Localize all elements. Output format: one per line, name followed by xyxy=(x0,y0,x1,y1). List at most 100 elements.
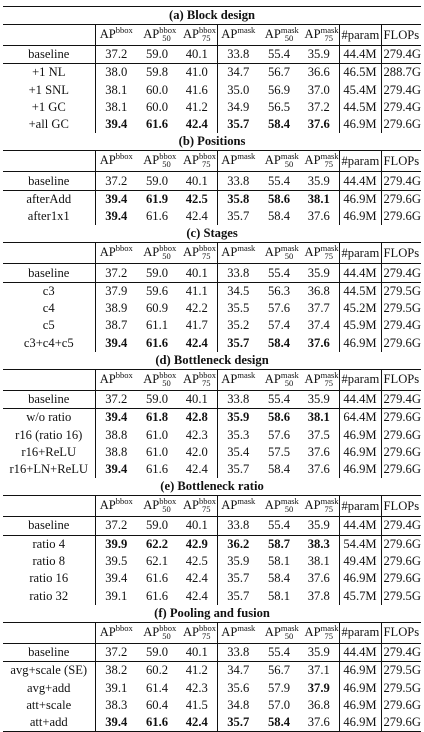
header-ap50-mask: APmask50 xyxy=(259,495,299,518)
table-cell: 36.8 xyxy=(299,696,340,715)
table-cell: 42.2 xyxy=(177,299,218,318)
ap-superscript: bbox xyxy=(159,151,177,162)
table-cell: 34.7 xyxy=(217,661,259,680)
table-cell: 37.5 xyxy=(299,426,340,444)
header-ap50-bbox: APbbox50 xyxy=(137,622,177,644)
table-cell: 49.4M xyxy=(339,552,382,571)
header-ap75-mask: APmask75 xyxy=(299,622,340,644)
table-cell: 56.7 xyxy=(259,63,299,82)
table-cell: 38.1 xyxy=(299,552,340,571)
table-cell: 42.0 xyxy=(177,443,218,462)
method-name: c3 xyxy=(3,281,96,300)
method-name: ratio 16 xyxy=(3,570,96,588)
table-cell: 42.4 xyxy=(177,208,218,226)
column-header-row: APbbox APbbox50 APbbox75 APmask APmask50 APma… xyxy=(3,369,422,391)
table-cell: 46.9M xyxy=(339,661,382,680)
ap-superscript: mask xyxy=(237,496,256,507)
ap-superscript: mask xyxy=(280,622,299,633)
table-cell: 58.6 xyxy=(259,408,299,427)
method-name: +1 NL xyxy=(3,63,96,82)
ap-label: AP xyxy=(182,371,200,386)
method-name: r16+LN+ReLU xyxy=(3,461,96,479)
ap-superscript: bbox xyxy=(159,25,177,35)
table-cell: 279.6G xyxy=(383,571,421,586)
table-cell: 40.1 xyxy=(177,45,218,64)
table-cell: 46.9M xyxy=(339,443,382,462)
method-name: c5 xyxy=(3,317,96,335)
table-cell: 59.0 xyxy=(145,518,169,533)
header-ap-bbox: APbbox xyxy=(95,495,137,518)
header-ap-bbox: APbbox xyxy=(95,242,137,265)
table-cell: 55.4 xyxy=(267,173,291,188)
table-cell: 34.8 xyxy=(227,697,250,712)
table-cell: 279.4G xyxy=(383,392,421,406)
ap-superscript: bbox xyxy=(159,369,177,380)
method-name: att+add xyxy=(3,714,96,732)
ap-label: AP xyxy=(182,624,200,639)
ap-superscript: mask xyxy=(320,151,339,162)
section-title: (b) Positions xyxy=(3,133,422,152)
method-name: r16 (ratio 16) xyxy=(3,426,96,444)
table-cell: 279.6G xyxy=(383,554,421,569)
ablation-table: (a) Block design APbbox APbbox50 APbbox75 AP… xyxy=(3,6,422,732)
table-cell: 55.4 xyxy=(267,644,291,659)
header-ap50-mask: APmask50 xyxy=(259,369,299,391)
table-cell: 61.6 xyxy=(145,588,169,603)
method-name: w/o ratio xyxy=(3,408,96,427)
header-ap-bbox: APbbox xyxy=(95,150,137,173)
table-cell: 35.9 xyxy=(299,516,340,536)
ap-superscript: mask xyxy=(320,622,339,633)
table-cell: 279.6G xyxy=(383,697,421,712)
table-cell: 42.4 xyxy=(177,116,218,134)
table-cell: 61.6 xyxy=(145,462,169,477)
table-row: ratio 4 39.9 62.2 42.9 36.2 58.7 38.3 54.4M 279.… xyxy=(3,534,422,553)
table-cell: 61.6 xyxy=(145,571,169,586)
table-cell: 56.9 xyxy=(267,82,291,97)
table-cell: 62.2 xyxy=(137,534,177,553)
column-header-row: APbbox APbbox50 APbbox75 APmask APmask50 APma… xyxy=(3,24,422,46)
ap-label: AP xyxy=(182,153,200,168)
table-cell: 55.4 xyxy=(267,392,291,406)
ap-superscript: mask xyxy=(320,243,339,254)
table-row: att+add 39.4 61.6 42.4 35.7 58.4 37.6 46.9M 279.… xyxy=(3,714,422,732)
table-cell: 41.0 xyxy=(177,63,218,82)
table-cell: 54.4M xyxy=(339,534,382,553)
table-row: c4 38.9 60.9 42.2 35.5 57.6 37.7 45.2M 279.5G xyxy=(3,299,421,318)
table-cell: 35.9 xyxy=(227,554,250,569)
section-title-row: (e) Bottleneck ratio xyxy=(3,478,422,497)
table-cell: 42.3 xyxy=(177,679,218,697)
table-cell: 37.6 xyxy=(299,570,340,588)
header-ap75-bbox: APbbox75 xyxy=(177,622,218,644)
ap-subscript: 50 xyxy=(162,33,171,43)
table-cell: 46.9M xyxy=(339,570,382,588)
table-cell: 60.0 xyxy=(145,82,169,97)
table-cell: 36.6 xyxy=(299,63,340,82)
header-ap-mask: APmask xyxy=(217,495,259,518)
table-row: w/o ratio 39.4 61.8 42.8 35.9 58.6 38.1 64.4M 27… xyxy=(3,408,422,427)
header-ap75-bbox: APbbox75 xyxy=(177,369,218,391)
ap-subscript: 50 xyxy=(284,251,294,262)
table-cell: 57.5 xyxy=(267,444,291,459)
method-name: +1 SNL xyxy=(3,81,96,99)
table-cell: 42.5 xyxy=(177,552,218,571)
table-cell: 57.6 xyxy=(267,427,291,442)
method-name: avg+add xyxy=(3,679,96,697)
table-cell: 59.0 xyxy=(145,47,169,62)
table-cell: 42.4 xyxy=(177,714,218,732)
table-row: baseline 37.2 59.0 40.1 33.8 55.4 35.9 44.4M 279… xyxy=(3,45,421,64)
table-cell: 34.5 xyxy=(217,281,259,300)
table-cell: 57.9 xyxy=(267,680,291,695)
ap-superscript: bbox xyxy=(115,151,133,162)
header-ap-mask: APmask xyxy=(217,24,259,46)
table-cell: 59.0 xyxy=(145,173,169,188)
ap-label: AP xyxy=(264,27,281,41)
method-name: baseline xyxy=(3,263,96,283)
table-cell: 57.6 xyxy=(267,301,291,316)
table-cell: 61.4 xyxy=(145,680,169,695)
header-flops: FLOPs xyxy=(381,150,422,173)
ap-superscript: bbox xyxy=(115,25,133,35)
ap-label: AP xyxy=(143,498,160,513)
table-cell: 60.0 xyxy=(145,100,169,115)
table-cell: 39.9 xyxy=(95,534,137,553)
table-cell: 279.6G xyxy=(383,117,421,132)
